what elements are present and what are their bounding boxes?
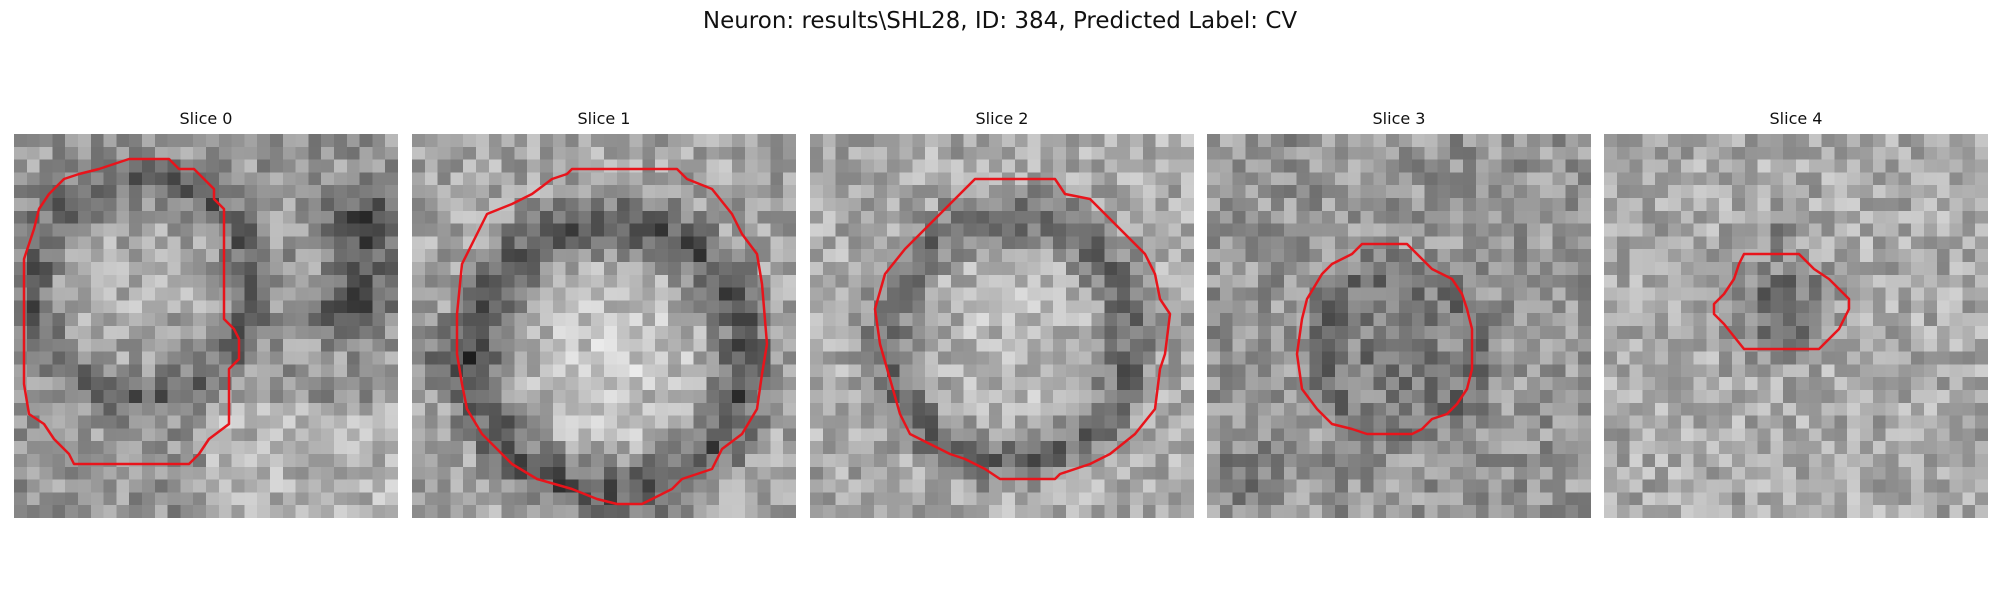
neuron-contour — [455, 167, 769, 506]
neuron-contour — [873, 177, 1172, 481]
slice-image-0 — [14, 134, 398, 518]
slice-title-4: Slice 4 — [1769, 109, 1823, 128]
grayscale-image — [14, 134, 398, 518]
figure-title: Neuron: results\SHL28, ID: 384, Predicte… — [702, 8, 1298, 34]
slice-title-3: Slice 3 — [1372, 109, 1426, 128]
slice-image-2 — [810, 134, 1194, 518]
slice-image-4 — [1604, 134, 1988, 518]
grayscale-image — [412, 134, 796, 518]
slice-title-0: Slice 0 — [179, 109, 233, 128]
grayscale-image — [1604, 134, 1988, 518]
slice-image-1 — [412, 134, 796, 518]
neuron-contour — [1295, 242, 1474, 436]
grayscale-image — [810, 134, 1194, 518]
neuron-contour — [1712, 252, 1851, 351]
grayscale-image — [1207, 134, 1591, 518]
slice-title-1: Slice 1 — [577, 109, 631, 128]
slice-title-2: Slice 2 — [975, 109, 1029, 128]
neuron-contour — [22, 157, 241, 466]
slice-image-3 — [1207, 134, 1591, 518]
